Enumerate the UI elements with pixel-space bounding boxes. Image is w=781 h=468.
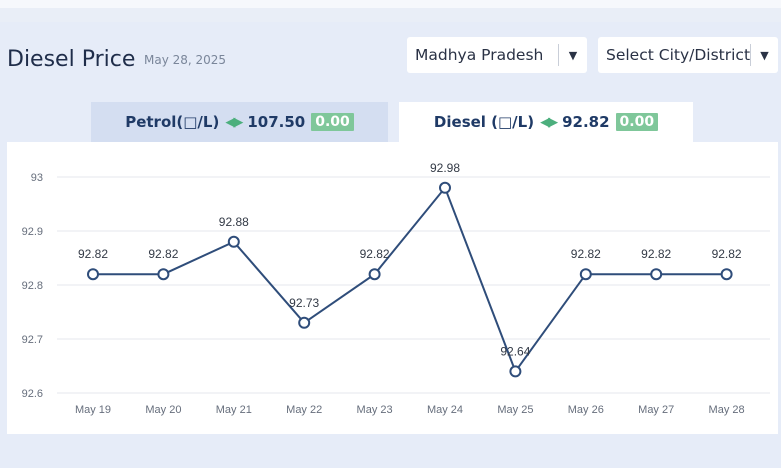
x-tick-label: May 23 (357, 404, 393, 416)
bottom-strip (0, 446, 781, 468)
x-tick-label: May 24 (427, 404, 463, 416)
price-change-arrows-icon: ◀▶ (540, 114, 558, 130)
data-label: 92.98 (430, 161, 460, 175)
tab-diesel[interactable]: Diesel (□/L) ◀▶ 92.82 0.00 (399, 102, 693, 142)
city-dropdown-label: Select City/District (606, 46, 751, 64)
x-tick-label: May 20 (145, 404, 181, 416)
data-point (227, 235, 240, 248)
state-dropdown-label: Madhya Pradesh (415, 46, 544, 64)
chevron-down-icon: ▼ (760, 48, 769, 62)
x-tick-label: May 19 (75, 404, 111, 416)
data-point (298, 316, 311, 329)
data-label: 92.82 (571, 247, 601, 261)
y-tick-label: 93 (31, 172, 43, 184)
data-point (368, 268, 381, 281)
state-dropdown[interactable]: Madhya Pradesh ▼ (407, 37, 587, 73)
tab-diesel-label: Diesel (□/L) (433, 113, 535, 131)
data-label: 92.82 (712, 247, 742, 261)
price-date: May 28, 2025 (144, 53, 227, 67)
data-label: 92.82 (78, 247, 108, 261)
y-tick-label: 92.7 (22, 334, 43, 346)
data-label: 92.73 (289, 296, 319, 310)
tab-petrol-price: 107.50 (247, 113, 306, 131)
tab-petrol[interactable]: Petrol(□/L) ◀▶ 107.50 0.00 (91, 102, 388, 142)
x-tick-label: May 26 (568, 404, 604, 416)
page-title: Diesel Price (7, 47, 136, 72)
data-point (650, 268, 663, 281)
data-label: 92.82 (148, 247, 178, 261)
data-label: 92.82 (360, 247, 390, 261)
x-tick-label: May 25 (497, 404, 533, 416)
data-point (509, 365, 522, 378)
data-point (87, 268, 99, 281)
y-tick-label: 92.6 (22, 388, 43, 400)
chart-panel: 92.6 92.7 92.8 92.9 93 May 19 May 20 May 21 May … (7, 142, 778, 434)
x-tick-label: May 28 (709, 404, 745, 416)
tab-petrol-change-badge: 0.00 (311, 113, 354, 131)
data-label: 92.64 (500, 344, 530, 358)
data-point (720, 268, 733, 281)
x-tick-label: May 21 (216, 404, 252, 416)
x-tick-label: May 27 (638, 404, 674, 416)
data-label: 92.82 (641, 247, 671, 261)
top-strip (0, 0, 781, 8)
dropdown-separator (558, 44, 559, 66)
data-point (439, 181, 451, 194)
dropdown-separator (750, 44, 751, 66)
x-tick-label: May 22 (286, 404, 322, 416)
tab-diesel-change-badge: 0.00 (615, 113, 659, 131)
city-dropdown[interactable]: Select City/District ▼ (598, 37, 778, 73)
y-tick-label: 92.8 (22, 280, 43, 292)
price-series-line (93, 185, 727, 374)
tab-diesel-price: 92.82 (562, 113, 610, 131)
data-point (579, 268, 592, 281)
price-change-arrows-icon: ◀▶ (225, 114, 243, 130)
tab-petrol-label: Petrol(□/L) (125, 113, 220, 131)
data-label: 92.88 (219, 215, 249, 229)
price-line-chart: 92.6 92.7 92.8 92.9 93 May 19 May 20 May 21 May … (22, 161, 770, 416)
chevron-down-icon: ▼ (568, 48, 578, 62)
y-tick-label: 92.9 (22, 226, 43, 238)
data-point (157, 268, 170, 281)
